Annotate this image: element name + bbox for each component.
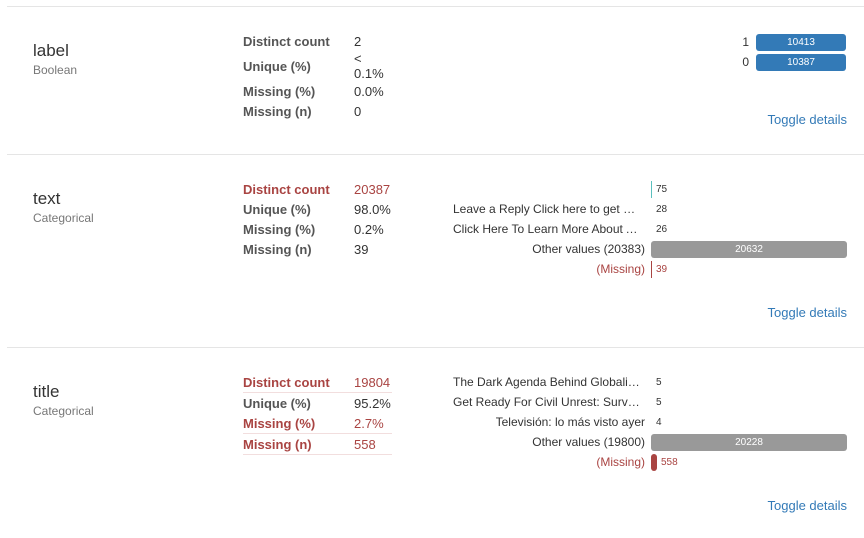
frequency-table: 1 10413 0 10387 — [742, 32, 846, 72]
stat-key: Missing (n) — [243, 433, 354, 455]
stat-row: Missing (n) 0 — [243, 101, 392, 121]
freq-value-label: Other values (19800) — [532, 435, 645, 450]
frequency-table: The Dark Agenda Behind Globalism And Ope… — [447, 372, 847, 472]
freq-bar — [651, 414, 652, 431]
freq-count: 4 — [656, 416, 662, 428]
stat-value: 95.2% — [354, 395, 391, 411]
top-divider — [7, 6, 864, 7]
stat-key: Missing (n) — [243, 241, 312, 257]
stat-row: Missing (%) 0.0% — [243, 81, 392, 101]
freq-bar — [651, 221, 652, 238]
variable-name: text — [33, 189, 61, 208]
stat-value: 98.0% — [354, 201, 391, 217]
stat-key: Missing (n) — [243, 103, 312, 119]
freq-value-label: Click Here To Learn More About Alexandra… — [453, 222, 645, 237]
freq-value-label: (Missing) — [596, 262, 645, 277]
freq-value-label: Leave a Reply Click here to get more inf… — [453, 202, 645, 217]
variable-name: label — [33, 41, 69, 60]
freq-count: 75 — [656, 183, 668, 195]
stat-row: Missing (n) 39 — [243, 239, 392, 259]
freq-row-other: Other values (20383) 20632 — [447, 239, 847, 259]
stat-key: Missing (%) — [243, 413, 354, 434]
stat-value: 2.7% — [354, 413, 392, 434]
stats-table: Distinct count 20387 Unique (%) 98.0% Miss… — [243, 179, 392, 259]
stat-key: Unique (%) — [243, 395, 311, 411]
stat-key: Unique (%) — [243, 58, 311, 74]
freq-count: 558 — [661, 456, 678, 468]
stat-row: Unique (%) 95.2% — [243, 393, 392, 414]
variable-type: Boolean — [33, 63, 78, 77]
freq-row: 75 — [447, 179, 847, 199]
stat-row: Unique (%) < 0.1% — [243, 51, 392, 81]
stat-key: Distinct count — [243, 181, 330, 197]
stat-row: Missing (n) 558 — [243, 433, 392, 455]
stat-row: Missing (%) 0.2% — [243, 219, 392, 239]
freq-value-label: Televisión: lo más visto ayer — [495, 415, 645, 430]
stat-value: 0.0% — [354, 83, 384, 99]
freq-bar — [651, 201, 652, 218]
stat-value: < 0.1% — [354, 51, 384, 81]
freq-bar — [651, 374, 652, 391]
stat-value: 2 — [354, 33, 362, 49]
stats-table: Distinct count 19804 Unique (%) 95.2% Miss… — [243, 372, 392, 455]
stat-value: 19804 — [354, 372, 392, 393]
stat-row: Distinct count 2 — [243, 31, 392, 51]
stat-key: Unique (%) — [243, 201, 311, 217]
stats-table: Distinct count 2 Unique (%) < 0.1% Missing… — [243, 31, 392, 121]
freq-bar — [651, 394, 652, 411]
variable-type: Categorical — [33, 211, 94, 225]
freq-value-label: Other values (20383) — [532, 242, 645, 257]
toggle-details-link[interactable]: Toggle details — [767, 498, 848, 513]
freq-value-label: (Missing) — [596, 455, 645, 470]
stat-key: Distinct count — [243, 33, 330, 49]
stat-value: 20387 — [354, 181, 391, 197]
stat-key: Missing (%) — [243, 221, 316, 237]
variable-type: Categorical — [33, 404, 94, 418]
freq-bar: 10413 — [756, 33, 846, 51]
freq-row: The Dark Agenda Behind Globalism And Ope… — [447, 372, 847, 392]
toggle-details-link[interactable]: Toggle details — [767, 305, 848, 320]
freq-row-missing: (Missing) 558 — [447, 452, 847, 472]
freq-count: 28 — [656, 203, 668, 215]
freq-value-label: 1 — [742, 35, 749, 49]
freq-bar: 20632 — [651, 240, 847, 258]
freq-row-missing: (Missing) 39 — [447, 259, 847, 279]
freq-count: 5 — [656, 396, 662, 408]
stat-row: Distinct count 19804 — [243, 372, 392, 393]
variable-row-text: text Categorical Distinct count 20387 Uni… — [7, 155, 864, 348]
freq-count: 5 — [656, 376, 662, 388]
stat-row: Distinct count 20387 — [243, 179, 392, 199]
freq-row: Click Here To Learn More About Alexandra… — [447, 219, 847, 239]
stat-value: 39 — [354, 241, 369, 257]
freq-bar — [651, 453, 657, 471]
variable-name: title — [33, 382, 60, 401]
stat-value: 0 — [354, 103, 362, 119]
stat-value: 558 — [354, 433, 392, 455]
freq-row: 1 10413 — [742, 32, 846, 52]
freq-value-label: The Dark Agenda Behind Globalism And Ope… — [453, 375, 645, 390]
freq-value-label: 0 — [742, 55, 749, 69]
freq-count: 39 — [656, 263, 668, 275]
freq-bar: 10387 — [756, 53, 846, 71]
freq-bar — [651, 260, 652, 278]
frequency-table: 75 Leave a Reply Click here to get more … — [447, 179, 847, 279]
stat-value: 0.2% — [354, 221, 384, 237]
stat-key: Missing (%) — [243, 83, 316, 99]
freq-count: 26 — [656, 223, 668, 235]
freq-row: 0 10387 — [742, 52, 846, 72]
freq-row: Televisión: lo más visto ayer 4 — [447, 412, 847, 432]
freq-bar: 20228 — [651, 433, 847, 451]
variable-row-label: label Boolean Distinct count 2 Unique (%)… — [7, 7, 864, 155]
stat-row: Missing (%) 2.7% — [243, 413, 392, 434]
freq-row-other: Other values (19800) 20228 — [447, 432, 847, 452]
variable-row-title: title Categorical Distinct count 19804 Un… — [7, 348, 864, 538]
toggle-details-link[interactable]: Toggle details — [767, 112, 848, 127]
stat-row: Unique (%) 98.0% — [243, 199, 392, 219]
stat-key: Distinct count — [243, 372, 354, 393]
freq-value-label: Get Ready For Civil Unrest: Survey Finds… — [453, 395, 645, 410]
freq-row: Get Ready For Civil Unrest: Survey Finds… — [447, 392, 847, 412]
freq-row: Leave a Reply Click here to get more inf… — [447, 199, 847, 219]
freq-bar — [651, 180, 652, 198]
